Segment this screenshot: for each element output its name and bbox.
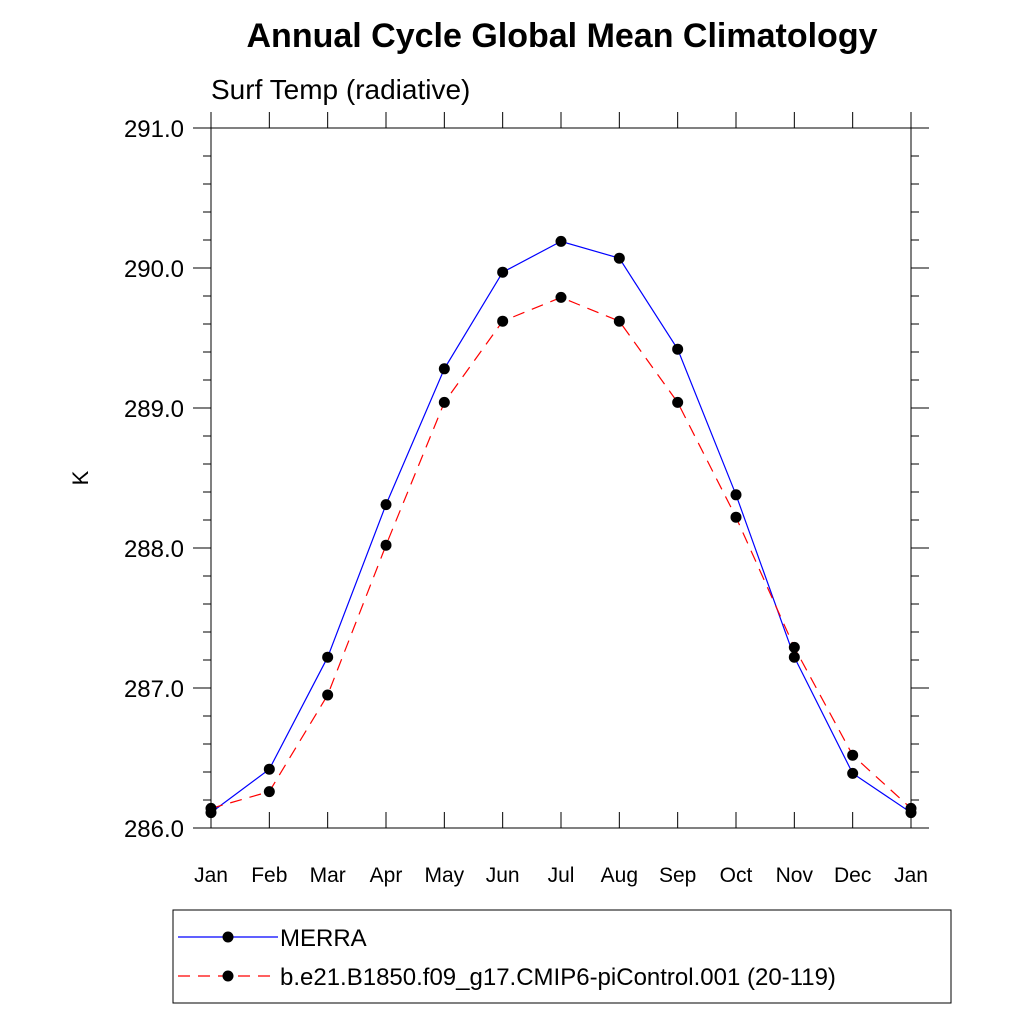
series-2-point (905, 802, 917, 814)
series-2-point (730, 511, 742, 523)
x-tick-label: Mar (310, 864, 346, 887)
series-1-point (322, 651, 334, 663)
x-tick-label: Oct (720, 864, 753, 887)
legend: MERRA b.e21.B1850.f09_g17.CMIP6-piControl… (172, 909, 952, 1004)
y-tick-label: 289.0 (124, 396, 184, 423)
series-2-point (613, 315, 625, 327)
series-1-point (380, 499, 392, 511)
y-tick-label: 288.0 (124, 536, 184, 563)
series-1-point (497, 266, 509, 278)
y-tick-label: 287.0 (124, 676, 184, 703)
x-tick-label: May (424, 864, 464, 887)
x-axis-tick-labels: Jan Feb Mar Apr May Jun Jul Aug Sep Oct Nov Dec Jan (194, 864, 928, 887)
series-1-point (263, 763, 275, 775)
series-1-point (730, 489, 742, 501)
series-2-point (205, 802, 217, 814)
x-tick-label: Jun (486, 864, 520, 887)
series-1-point (613, 252, 625, 264)
series-1-point (672, 343, 684, 355)
legend-marker-1 (222, 931, 234, 943)
y-tick-label: 286.0 (124, 816, 184, 843)
y-axis-tick-labels: 286.0 287.0 288.0 289.0 290.0 291.0 (124, 116, 184, 843)
plot-frame (210, 127, 912, 829)
chart-subtitle: Surf Temp (radiative) (211, 74, 470, 105)
y-tick-label: 290.0 (124, 256, 184, 283)
series-1-point (847, 767, 859, 779)
x-tick-label: Aug (601, 864, 638, 887)
series-1-point (555, 235, 567, 247)
x-tick-label: Sep (659, 864, 696, 887)
series-1-point (438, 363, 450, 375)
series-2-point (788, 641, 800, 653)
x-tick-label: Nov (776, 864, 814, 887)
legend-label-2: b.e21.B1850.f09_g17.CMIP6-piControl.001 … (280, 964, 836, 991)
x-tick-label: Apr (370, 864, 403, 887)
legend-marker-2 (222, 970, 234, 982)
x-tick-label: Jul (548, 864, 575, 887)
y-axis-label: K (68, 470, 93, 485)
series-2-point (438, 396, 450, 408)
legend-label-1: MERRA (280, 925, 367, 952)
series-2-point (263, 786, 275, 798)
series-line-2 (210, 296, 912, 809)
series-2-point (672, 396, 684, 408)
x-tick-label: Jan (894, 864, 928, 887)
x-tick-label: Feb (251, 864, 287, 887)
series-line-1 (210, 240, 912, 814)
series-2-point (380, 539, 392, 551)
series-2-point (497, 315, 509, 327)
series-2-point (555, 291, 567, 303)
series-1-point (788, 651, 800, 663)
chart-title: Annual Cycle Global Mean Climatology (247, 17, 878, 55)
legend-box (172, 909, 952, 1004)
series-layer (205, 235, 917, 819)
series-2-point (322, 689, 334, 701)
y-tick-label: 291.0 (124, 116, 184, 143)
series-2-point (847, 749, 859, 761)
x-tick-label: Jan (194, 864, 228, 887)
y-axis-ticks (193, 127, 929, 829)
x-tick-label: Dec (834, 864, 871, 887)
x-axis-ticks (210, 112, 912, 828)
